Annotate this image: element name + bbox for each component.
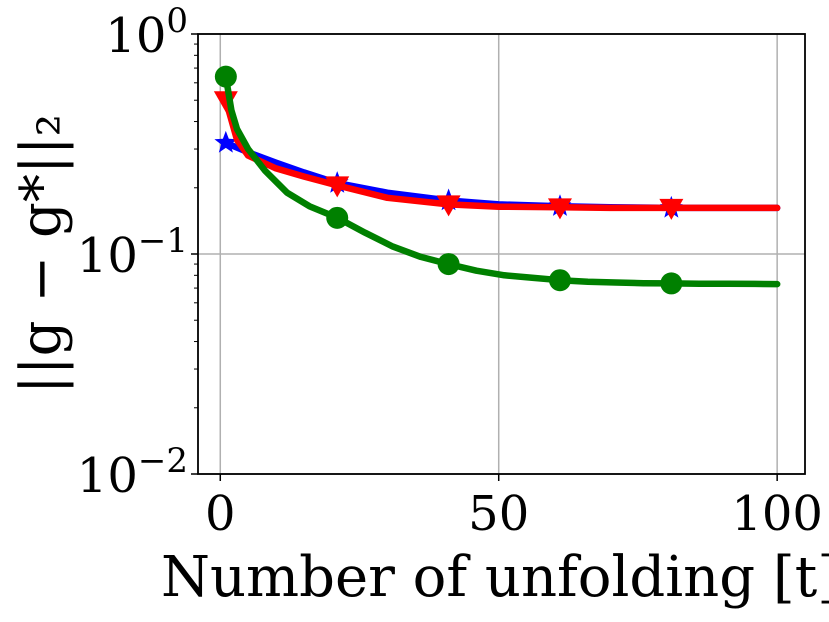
y-axis-label: ||g − g*||₂ bbox=[9, 114, 74, 394]
series-marker bbox=[660, 272, 683, 295]
series-marker bbox=[548, 269, 571, 292]
x-axis-label: Number of unfolding [t] bbox=[161, 545, 829, 610]
series-marker bbox=[659, 198, 684, 220]
series-marker bbox=[437, 253, 460, 276]
series-marker bbox=[547, 198, 572, 220]
x-tick-label: 100 bbox=[731, 486, 823, 542]
y-axis-ticks: 10−2 10−1 100 bbox=[77, 1, 198, 504]
y-tick-label: 100 bbox=[105, 1, 188, 64]
series-marker bbox=[214, 130, 238, 153]
series-2 bbox=[214, 65, 781, 295]
series-marker bbox=[214, 65, 237, 88]
x-tick-label: 50 bbox=[468, 486, 529, 542]
grid bbox=[198, 33, 805, 475]
series-line bbox=[222, 96, 781, 212]
y-tick-label: 10−1 bbox=[77, 221, 188, 284]
series-layer bbox=[213, 65, 781, 295]
series-marker bbox=[436, 195, 461, 217]
series-marker bbox=[326, 206, 349, 229]
y-tick-label: 10−2 bbox=[77, 441, 188, 504]
series-marker bbox=[325, 176, 350, 198]
x-axis-ticks: 0 50 100 bbox=[205, 474, 823, 542]
x-tick-label: 0 bbox=[205, 486, 236, 542]
